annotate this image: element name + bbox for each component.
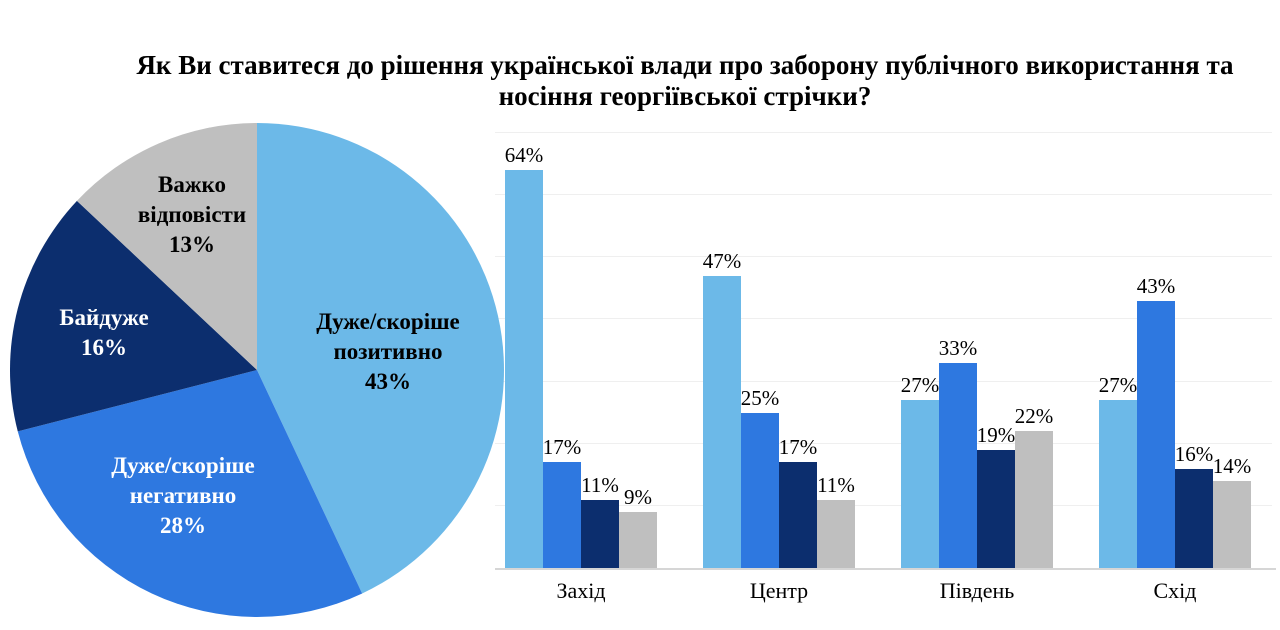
- bar-value-label: 14%: [1212, 454, 1252, 478]
- pie-slice-1: [17, 370, 363, 617]
- bar-group: 27% 33% 19% 22% Південь: [901, 133, 1054, 603]
- bar-value-label: 11%: [817, 472, 855, 497]
- bar: 17%: [543, 435, 581, 568]
- pie-slice-0: [257, 123, 504, 594]
- bar-value-label: 16%: [1174, 441, 1214, 466]
- bar: 43%: [1137, 274, 1175, 568]
- gridline: [495, 194, 1272, 196]
- gridline: [495, 380, 1272, 382]
- bar-value-label: 33%: [938, 335, 978, 360]
- pie-slice-2: [10, 200, 257, 432]
- bar-group: 27% 43% 16% 14% Схід: [1099, 133, 1252, 603]
- bar-group: 47% 25% 17% 11% Центр: [703, 133, 855, 603]
- bar-value-label: 11%: [581, 472, 619, 497]
- x-axis-line: [495, 568, 1276, 570]
- gridline: [495, 442, 1272, 444]
- bar-value-label: 19%: [976, 422, 1016, 447]
- bar-value-label: 47%: [702, 248, 742, 273]
- x-axis-label: Захід: [556, 578, 606, 603]
- bar-value-label: 17%: [542, 435, 582, 460]
- bar: 11%: [581, 473, 619, 568]
- bar-value-label: 9%: [624, 485, 652, 510]
- bar-value-label: 27%: [900, 373, 940, 398]
- bar-chart: 64% 17% 11% 9% Захід 47% 25% 17% 11% Центр 27% 33% 1…: [495, 132, 1276, 603]
- bar: 33%: [939, 336, 977, 568]
- gridline: [495, 132, 1272, 133]
- gridline: [495, 256, 1272, 258]
- bar: 27%: [1099, 373, 1137, 568]
- bar: 27%: [901, 373, 939, 568]
- bar: 17%: [779, 435, 817, 568]
- bar: 14%: [1213, 454, 1251, 568]
- bar-value-label: 22%: [1014, 404, 1054, 429]
- bar-value-label: 17%: [778, 435, 818, 460]
- x-axis-label: Схід: [1153, 578, 1197, 603]
- bar-value-label: 27%: [1098, 373, 1138, 398]
- bar-value-label: 43%: [1136, 273, 1176, 298]
- bar: 9%: [619, 485, 657, 568]
- bar-group: 64% 17% 11% 9% Захід: [505, 133, 657, 603]
- gridline: [495, 504, 1272, 506]
- pie-chart: [10, 123, 504, 617]
- bar: 47%: [703, 249, 741, 568]
- gridline: [495, 318, 1272, 320]
- pie-slice-3: [76, 123, 257, 370]
- bar: 16%: [1175, 442, 1213, 568]
- bar-value-label: 25%: [740, 385, 780, 410]
- bar-value-label: 64%: [504, 143, 544, 168]
- bar: 11%: [817, 473, 855, 568]
- chart-title: Як Ви ставитеся до рішення української в…: [136, 50, 1234, 111]
- bar: 22%: [1015, 404, 1053, 568]
- bar: 25%: [741, 386, 779, 568]
- x-axis-label: Центр: [749, 578, 809, 603]
- bar: 19%: [977, 423, 1015, 568]
- x-axis-label: Південь: [939, 578, 1015, 603]
- bar: 64%: [505, 143, 543, 568]
